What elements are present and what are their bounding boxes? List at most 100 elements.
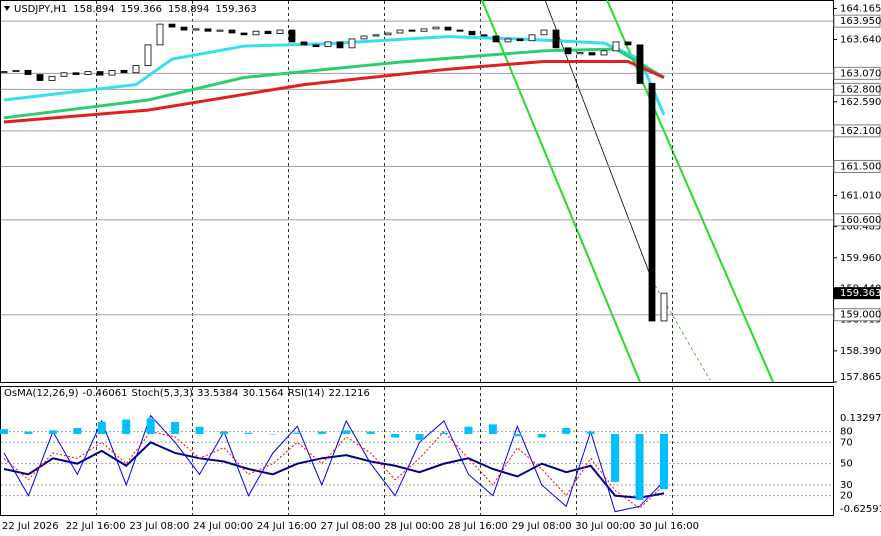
level-label-box <box>833 159 881 173</box>
candle-body <box>24 69 32 75</box>
candle-body <box>516 38 524 42</box>
header-text: 159.366 <box>121 4 162 15</box>
current-price-label: 159.363 <box>840 288 881 299</box>
candle-body <box>372 34 380 37</box>
y-tick-label: 164.165 <box>840 3 881 14</box>
indicator-panel <box>0 386 834 516</box>
candle-body <box>384 32 392 36</box>
candle-body <box>156 23 164 46</box>
candle-body <box>36 74 44 81</box>
candle-body <box>444 26 452 31</box>
candle-body <box>420 28 428 32</box>
trend-line <box>544 0 653 281</box>
x-tick-label: 29 Jul 08:00 <box>512 521 572 532</box>
osma-bar <box>244 432 253 434</box>
osma-bar <box>660 433 668 490</box>
candle-body <box>264 30 272 35</box>
y-tick-label: 50 <box>840 459 853 470</box>
osma-bar <box>611 433 620 482</box>
candle-body <box>192 28 200 31</box>
osma-bar <box>24 431 33 434</box>
osma-bar <box>73 427 82 434</box>
y-tick-label: 157.865 <box>840 372 881 383</box>
candle-body <box>108 69 116 76</box>
y2-tick-label: -0.62591 <box>840 504 881 515</box>
y-tick-label: 158.390 <box>840 346 881 357</box>
level-label-box <box>833 213 881 227</box>
osma-bar <box>586 431 595 434</box>
candle-body <box>300 41 308 46</box>
indicator-legend: -0.46061 <box>83 388 128 399</box>
candle-body <box>84 71 92 75</box>
indicator-legend: 33.5384 <box>197 388 238 399</box>
candle-body <box>336 41 344 49</box>
candle-body <box>480 34 488 37</box>
y-tick-label: 70 <box>840 437 853 448</box>
osma-bar <box>293 432 302 434</box>
indicator-legend: 30.1564 <box>242 388 283 399</box>
osma-bar <box>48 430 57 434</box>
osma-bar <box>0 429 8 434</box>
x-tick-label: 23 Jul 08:00 <box>129 521 189 532</box>
indicator-legend: 22.1216 <box>328 388 369 399</box>
candle-body <box>528 34 536 42</box>
osma-bar <box>171 421 180 434</box>
candle-body <box>324 41 332 48</box>
candle-body <box>648 83 656 322</box>
candle-body <box>660 292 668 322</box>
level-label-box <box>833 14 881 28</box>
osma-bar <box>342 430 351 434</box>
x-tick-label: 24 Jul 16:00 <box>257 521 317 532</box>
header-text: 159.363 <box>215 4 256 15</box>
candle-body <box>408 29 416 32</box>
osma-bar <box>513 433 522 437</box>
current-price-box <box>834 287 880 300</box>
candle-body <box>492 35 500 43</box>
level-label-box <box>833 124 881 138</box>
header-text: 158.894 <box>73 4 114 15</box>
candle-body <box>132 65 140 74</box>
candle-body <box>276 29 284 35</box>
oscillator-line <box>3 430 665 510</box>
y-tick-label: 80 <box>840 427 853 438</box>
osma-bar <box>366 431 375 434</box>
osma-bar <box>537 433 546 438</box>
level-label-box <box>833 82 881 96</box>
osma-bar <box>440 432 448 434</box>
header-text: 158.894 <box>168 4 209 15</box>
candle-body <box>60 72 68 77</box>
osma-bar <box>97 421 106 434</box>
candle-body <box>240 32 248 36</box>
level-label: 161.500 <box>840 161 881 172</box>
x-tick-label: 22 Jul 16:00 <box>66 521 126 532</box>
x-tick-label: 28 Jul 00:00 <box>384 521 444 532</box>
candle-body <box>600 50 608 56</box>
level-label: 162.100 <box>840 126 881 137</box>
x-tick-label: 30 Jul 16:00 <box>639 521 699 532</box>
candle-body <box>360 35 368 40</box>
level-label: 159.000 <box>840 310 881 321</box>
x-tick-label: 30 Jul 00:00 <box>575 521 635 532</box>
osma-bar <box>122 419 131 434</box>
candle-body <box>216 29 224 32</box>
osma-bar <box>146 418 155 434</box>
candle-body <box>564 47 572 55</box>
candle-body <box>348 38 356 49</box>
candle-body <box>180 26 188 31</box>
y-tick-label: 30 <box>840 480 853 491</box>
oscillator-line <box>3 441 665 499</box>
candle-body <box>144 44 152 67</box>
candle-body <box>432 26 440 30</box>
level-label: 163.070 <box>840 68 881 79</box>
candle-body <box>636 44 644 84</box>
osma-bar <box>268 433 277 435</box>
osma-bar <box>562 427 571 434</box>
osma-bar <box>195 426 204 434</box>
candle-body <box>48 75 56 81</box>
y-tick-label: 162.590 <box>840 97 881 108</box>
x-tick-label: 24 Jul 00:00 <box>193 521 253 532</box>
y-tick-label: 160.485 <box>840 222 881 233</box>
osma-bar <box>391 433 400 438</box>
candle-body <box>0 71 8 73</box>
